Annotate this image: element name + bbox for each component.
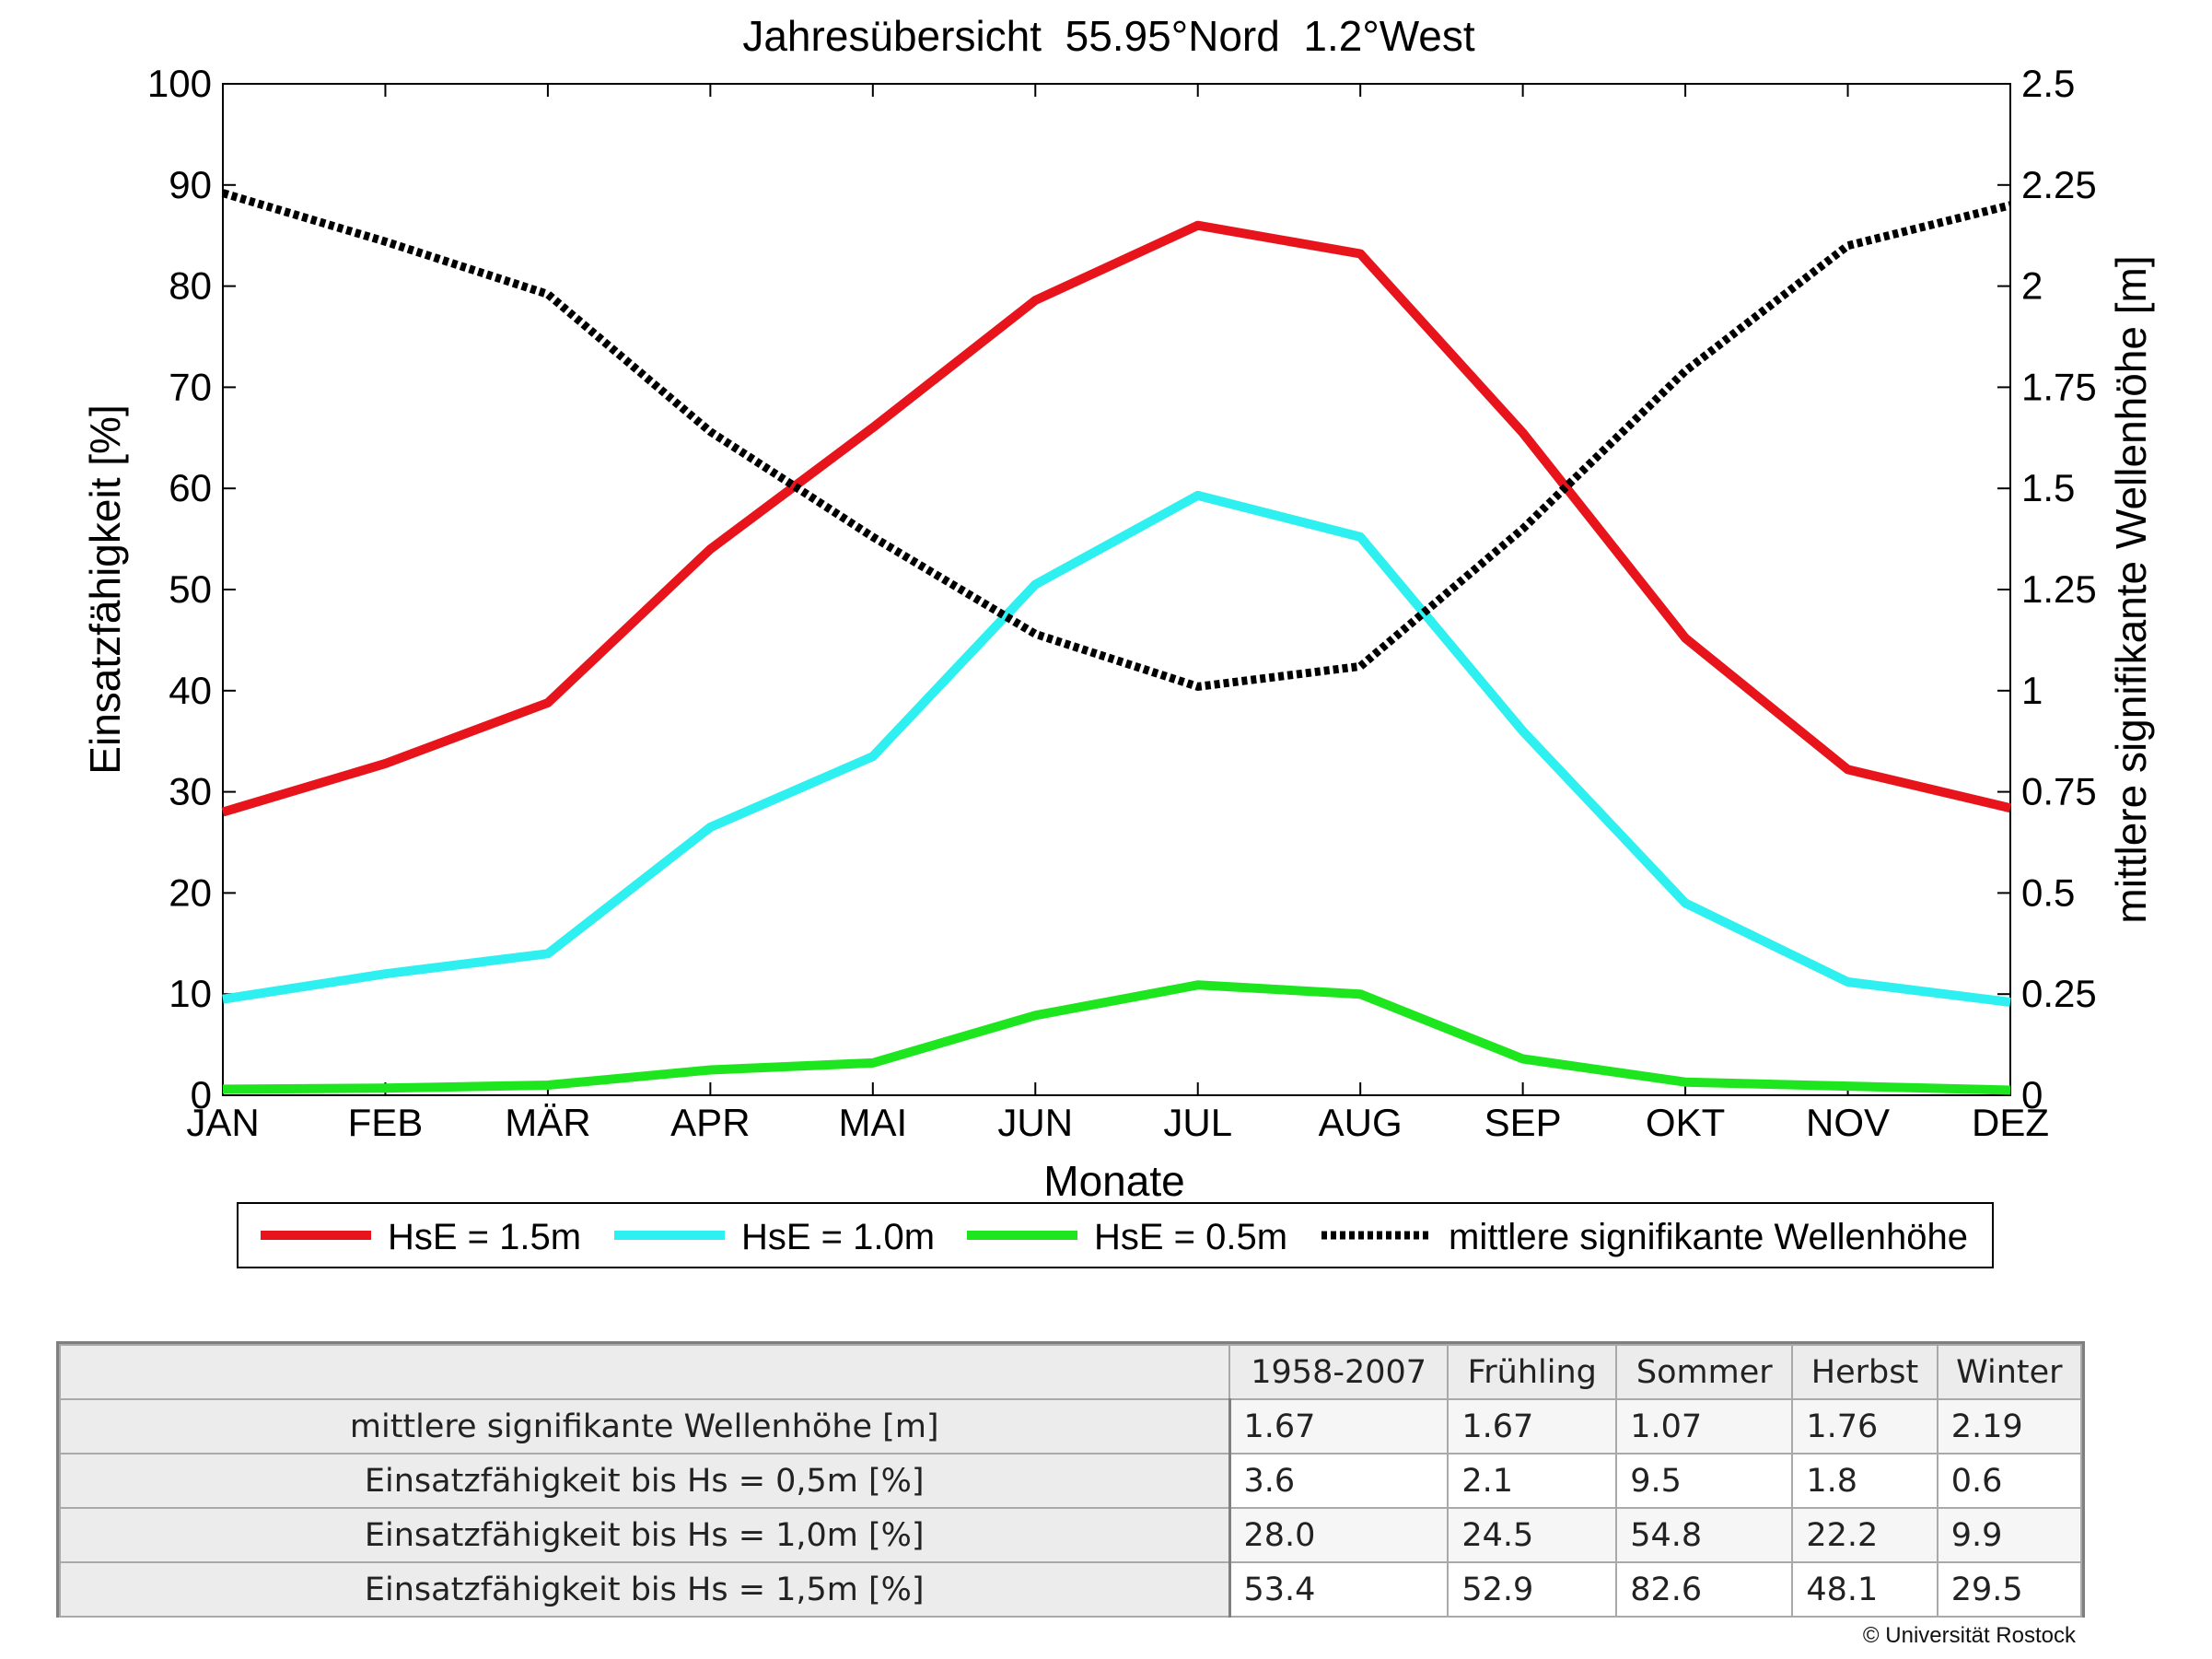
y-tick-label-left: 70 bbox=[169, 365, 212, 408]
y-tick-label-right: 0 bbox=[2021, 1073, 2043, 1116]
x-tick-label: OKT bbox=[1646, 1101, 1725, 1144]
summary-table: 1958-2007 Frühling Sommer Herbst Winter … bbox=[59, 1344, 2083, 1618]
legend-label: HsE = 1.0m bbox=[741, 1217, 935, 1257]
table-cell: 2.1 bbox=[1447, 1453, 1618, 1509]
table-cell: 54.8 bbox=[1615, 1507, 1794, 1563]
x-tick-label: JUL bbox=[1163, 1101, 1232, 1144]
series-lines bbox=[221, 189, 2012, 1095]
y-tick-label-left: 80 bbox=[169, 264, 212, 308]
table-cell: 9.9 bbox=[1936, 1507, 2083, 1563]
table-cell: 48.1 bbox=[1791, 1561, 1938, 1618]
table-row: mittlere signifikante Wellenhöhe [m] 1.6… bbox=[59, 1398, 2083, 1455]
series-line-2 bbox=[222, 490, 2011, 1007]
column-header: 1958-2007 bbox=[1228, 1344, 1449, 1400]
y-axis-label-right: mittlere signifikante Wellenhöhe [m] bbox=[2107, 255, 2155, 923]
table-cell: 1.67 bbox=[1447, 1398, 1618, 1455]
table-cell: 1.76 bbox=[1791, 1398, 1938, 1455]
table-cell: 1.07 bbox=[1615, 1398, 1794, 1455]
table-cell: 24.5 bbox=[1447, 1507, 1618, 1563]
x-tick-label: MÄR bbox=[505, 1101, 590, 1144]
x-axis-label: Monate bbox=[1043, 1157, 1184, 1205]
column-header: Herbst bbox=[1791, 1344, 1938, 1400]
y-tick-label-left: 50 bbox=[169, 567, 212, 611]
summary-table-container: 1958-2007 Frühling Sommer Herbst Winter … bbox=[56, 1341, 2085, 1618]
copyright-notice: © Universität Rostock bbox=[1862, 1623, 2076, 1648]
y-tick-label-right: 0.5 bbox=[2021, 870, 2075, 914]
x-tick-label: DEZ bbox=[1972, 1101, 2049, 1144]
plot-area bbox=[222, 83, 2011, 1096]
series-line-3 bbox=[222, 980, 2011, 1095]
y-tick-label-left: 0 bbox=[191, 1073, 212, 1116]
y-tick-label-right: 0.75 bbox=[2021, 770, 2097, 813]
table-cell: 0.6 bbox=[1936, 1453, 2083, 1509]
x-tick-label: JUN bbox=[997, 1101, 1073, 1144]
y-tick-label-right: 2.25 bbox=[2021, 163, 2097, 206]
y-tick-label-right: 1.5 bbox=[2021, 466, 2075, 509]
row-label: mittlere signifikante Wellenhöhe [m] bbox=[59, 1398, 1231, 1455]
table-cell: 3.6 bbox=[1228, 1453, 1449, 1509]
y-tick-label-right: 0.25 bbox=[2021, 972, 2097, 1015]
table-cell: 28.0 bbox=[1228, 1507, 1449, 1563]
x-tick-label: NOV bbox=[1806, 1101, 1890, 1144]
table-cell: 53.4 bbox=[1228, 1561, 1449, 1618]
y-tick-label-right: 1.75 bbox=[2021, 365, 2097, 408]
row-label: Einsatzfähigkeit bis Hs = 1,0m [%] bbox=[59, 1507, 1231, 1563]
y-tick-label-left: 10 bbox=[169, 972, 212, 1015]
table-cell: 29.5 bbox=[1936, 1561, 2083, 1618]
series-line-1 bbox=[221, 220, 2012, 817]
x-tick-label: SEP bbox=[1484, 1101, 1562, 1144]
table-row: Einsatzfähigkeit bis Hs = 1,0m [%] 28.0 … bbox=[59, 1507, 2083, 1563]
table-cell: 82.6 bbox=[1615, 1561, 1794, 1618]
legend-box bbox=[237, 1202, 1994, 1268]
y-tick-label-left: 30 bbox=[169, 770, 212, 813]
legend: HsE = 1.5m HsE = 1.0m HsE = 0.5m mittlere s… bbox=[237, 1202, 1994, 1268]
row-label: Einsatzfähigkeit bis Hs = 0,5m [%] bbox=[59, 1453, 1231, 1509]
row-label: Einsatzfähigkeit bis Hs = 1,5m [%] bbox=[59, 1561, 1231, 1618]
chart-title: Jahresübersicht 55.95°Nord 1.2°West bbox=[742, 12, 1475, 60]
table-header-row: 1958-2007 Frühling Sommer Herbst Winter bbox=[59, 1344, 2083, 1400]
x-tick-label: JAN bbox=[186, 1101, 259, 1144]
x-tick-label: AUG bbox=[1319, 1101, 1403, 1144]
y-tick-label-right: 2 bbox=[2021, 264, 2043, 308]
table-cell: 1.8 bbox=[1791, 1453, 1938, 1509]
chart: Jahresübersicht 55.95°Nord 1.2°West JAN F… bbox=[81, 12, 2155, 1268]
y-tick-label-right: 1 bbox=[2021, 669, 2043, 712]
y-tick-label-right: 1.25 bbox=[2021, 567, 2097, 611]
y-axis-label-left: Einsatzfähigkeit [%] bbox=[81, 404, 129, 774]
table-cell: 1.67 bbox=[1228, 1398, 1449, 1455]
x-tick-label: FEB bbox=[348, 1101, 424, 1144]
table-row: Einsatzfähigkeit bis Hs = 1,5m [%] 53.4 … bbox=[59, 1561, 2083, 1618]
table-cell: 2.19 bbox=[1936, 1398, 2083, 1455]
y-tick-label-left: 40 bbox=[169, 669, 212, 712]
table-corner-cell bbox=[59, 1344, 1230, 1400]
y-tick-label-left: 100 bbox=[147, 62, 212, 105]
axis-ticks: JAN FEB MÄR APR MAI JUN JUL AUG SEP OKT NOV DEZ0102… bbox=[147, 62, 2097, 1144]
x-tick-label: MAI bbox=[838, 1101, 907, 1144]
table-row: Einsatzfähigkeit bis Hs = 0,5m [%] 3.6 2… bbox=[59, 1453, 2083, 1509]
y-tick-label-left: 20 bbox=[169, 870, 212, 914]
series-line-4 bbox=[221, 189, 2012, 691]
legend-label: HsE = 1.5m bbox=[388, 1217, 581, 1257]
table-cell: 9.5 bbox=[1615, 1453, 1794, 1509]
column-header: Sommer bbox=[1615, 1344, 1794, 1400]
table-cell: 22.2 bbox=[1791, 1507, 1938, 1563]
y-tick-label-right: 2.5 bbox=[2021, 62, 2075, 105]
column-header: Winter bbox=[1936, 1344, 2083, 1400]
table-cell: 52.9 bbox=[1447, 1561, 1618, 1618]
legend-label: mittlere signifikante Wellenhöhe bbox=[1449, 1217, 1968, 1257]
column-header: Frühling bbox=[1447, 1344, 1618, 1400]
legend-label: HsE = 0.5m bbox=[1094, 1217, 1287, 1257]
y-tick-label-left: 60 bbox=[169, 466, 212, 509]
x-tick-label: APR bbox=[670, 1101, 750, 1144]
y-tick-label-left: 90 bbox=[169, 163, 212, 206]
